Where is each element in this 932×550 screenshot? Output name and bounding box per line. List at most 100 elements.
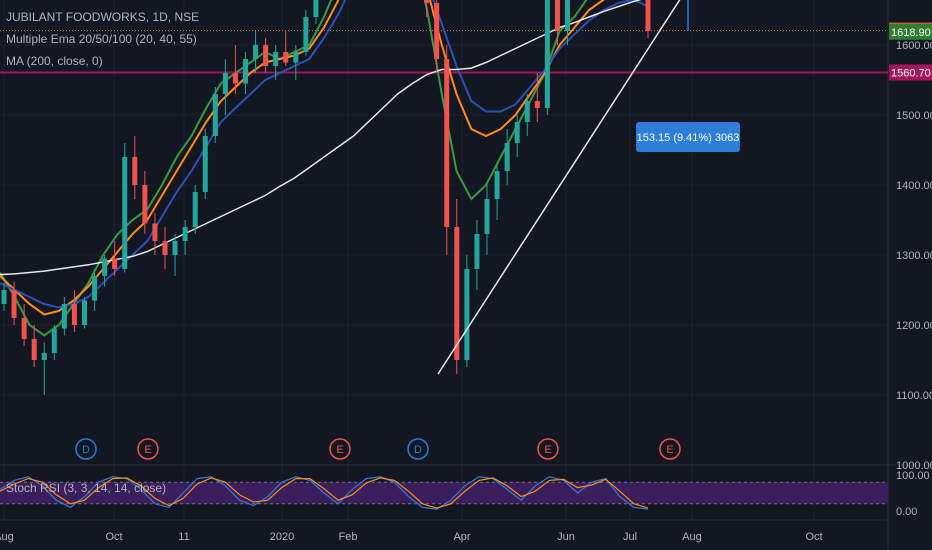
stoch-k-line [0,476,649,510]
candle-body [92,276,98,301]
candle-body [514,122,520,143]
x-tick-label: Feb [339,531,358,543]
x-tick-label: Aug [0,531,14,543]
y-tick-label: 1000.00 [896,460,932,472]
candle-body [152,223,158,241]
x-tick-label: Jun [557,531,575,543]
candle-body [424,0,430,3]
candle-body [454,227,460,360]
candle-body [51,328,57,353]
candle-body [303,17,309,52]
candle-body [474,234,480,269]
x-tick-label: 11 [178,531,189,543]
x-tick-label: Aug [682,531,702,543]
x-tick-label: Oct [105,531,122,543]
ema-40-line [0,0,648,316]
candle-body [61,304,67,329]
candle-body [192,192,198,227]
time-axis[interactable]: Aug Oct 11 2020 Feb Apr Jun Jul Aug Oct [0,531,823,543]
ema-legend: Multiple Ema 20/50/100 (20, 40, 55) [6,32,197,46]
candle-body [71,304,77,325]
y-tick-label: 1400.00 [896,180,932,192]
price-label: 1560.70 [891,68,931,80]
candle-body [263,45,269,66]
stoch-band [0,482,888,504]
candle-body [434,3,440,59]
measure-label-box[interactable] [636,122,740,152]
candle-body [232,73,238,84]
candle-body [253,45,259,59]
candle-body [554,0,560,31]
candle-body [293,52,299,63]
y-tick-label: 1500.00 [896,110,932,122]
x-tick-label: Apr [453,531,470,543]
price-axis[interactable]: 2200.002100.002000.001900.001800.001700.… [889,0,932,518]
candle-body [222,73,228,94]
event-marker-e[interactable] [137,438,159,460]
candle-body [11,290,17,318]
candle-body [31,339,37,360]
x-tick-label: 2020 [270,531,294,543]
candle-body [504,143,510,171]
stoch-y-tick: 100.00 [896,470,930,482]
y-tick-label: 1200.00 [896,320,932,332]
stoch-rsi-label: Stoch RSI (3, 3, 14, 14, close) [6,481,167,495]
drawings[interactable]: 153.15 (9.41%) 3063 [437,0,740,375]
price-label-box[interactable] [889,64,932,81]
y-tick-label: 1100.00 [896,390,932,402]
ema-55-line [0,0,649,309]
ema-20-line [0,0,588,337]
event-letter: E [336,444,343,456]
event-letter: D [82,444,90,456]
candle-body [41,353,47,360]
candle-body [1,290,7,304]
candle-body [645,0,651,31]
candle-body [273,52,279,66]
stoch-rsi-pane [0,476,888,510]
moving-averages [0,0,649,337]
trendline[interactable] [437,0,698,375]
symbol-title: JUBILANT FOODWORKS, 1D, NSE [6,10,200,24]
candle-body [464,269,470,360]
event-letter: E [144,444,151,456]
stoch-d-line [0,477,649,509]
x-tick-label: Jul [623,531,637,543]
candle-body [162,241,168,255]
candle-body [142,185,148,224]
candle-body [565,0,570,31]
event-marker-e[interactable] [329,438,351,460]
candle-body [132,157,138,185]
candle-body [534,101,540,108]
candle-body [21,318,27,339]
candle-body [524,101,530,122]
candle-body [444,59,450,227]
event-marker-d[interactable] [75,438,97,460]
candle-body [172,241,178,255]
ma-200-line [0,0,642,276]
candle-body [82,300,87,325]
ma-legend: MA (200, close, 0) [6,54,103,68]
stoch-y-tick: 0.00 [896,506,917,518]
candle-body [494,171,500,199]
candle-body [182,227,188,241]
x-tick-label: Oct [805,531,822,543]
y-tick-label: 1600.00 [896,40,932,52]
price-label: 1618.90 [891,27,931,39]
candle-body [313,0,319,17]
event-marker-e[interactable] [537,438,559,460]
event-letter: D [414,444,422,456]
event-letter: E [544,444,551,456]
candle-body [283,52,289,63]
price-label-box[interactable] [889,23,932,40]
candle-body [112,258,118,269]
event-marker-d[interactable] [407,438,429,460]
event-marker-e[interactable] [659,438,681,460]
candle-body [202,136,208,192]
measure-label: 153.15 (9.41%) 3063 [637,132,740,144]
candle-body [544,0,550,108]
candle-body [102,258,108,276]
candles [1,0,651,395]
